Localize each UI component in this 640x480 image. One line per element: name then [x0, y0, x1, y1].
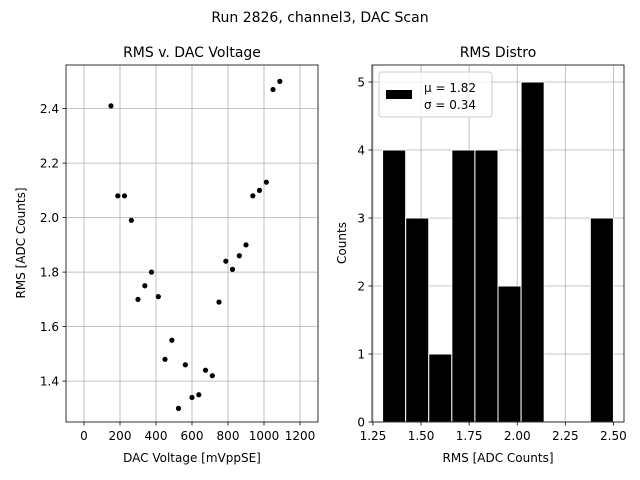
- scatter-point: [277, 78, 283, 84]
- scatter-point: [270, 86, 276, 93]
- histogram-bars: [382, 81, 614, 423]
- scatter-point: [142, 283, 148, 289]
- histogram-legend: μ = 1.82 σ = 0.34: [378, 71, 493, 118]
- ax1-x-tick-label: 400: [145, 429, 168, 443]
- scatter-point: [108, 103, 114, 109]
- histogram-bar: [382, 149, 407, 423]
- ax1-x-tick-label: 0: [80, 429, 88, 443]
- scatter-point: [209, 373, 215, 379]
- scatter-points: [108, 78, 283, 411]
- scatter-point: [236, 253, 242, 259]
- legend-swatch: [386, 90, 412, 99]
- ax2-x-tick-label: 2.00: [504, 429, 531, 443]
- scatter-x-label: DAC Voltage [mVppSE]: [123, 451, 261, 465]
- scatter-point: [175, 405, 182, 411]
- histogram-bar: [497, 285, 522, 423]
- ax1-y-tick-label: 1.8: [40, 265, 59, 279]
- ax2-y-tick-label: 1: [357, 347, 365, 361]
- scatter-point: [128, 217, 134, 223]
- histogram-bar: [405, 217, 430, 423]
- scatter-point: [216, 299, 222, 305]
- ax1-x-tick-label: 600: [181, 429, 204, 443]
- histogram-bar: [451, 149, 476, 423]
- ax1-y-tick-label: 2.4: [40, 102, 59, 116]
- histogram-y-label: Counts: [335, 222, 349, 264]
- scatter-point: [229, 266, 236, 272]
- scatter-point: [250, 193, 256, 199]
- ax1-x-tick-label: 200: [109, 429, 132, 443]
- ax2-x-tick-label: 1.25: [360, 429, 387, 443]
- scatter-point: [256, 187, 263, 193]
- scatter-point: [243, 242, 249, 248]
- histogram-y-ticks: 0 1 2 3 4 5: [357, 75, 372, 429]
- histogram-bar: [520, 81, 545, 423]
- scatter-point: [155, 294, 161, 300]
- histogram-frame: [371, 64, 625, 423]
- legend-frame: [378, 71, 493, 118]
- histogram-title: RMS Distro: [460, 45, 537, 61]
- ax1-y-tick-label: 2.0: [40, 211, 59, 225]
- scatter-y-label: RMS [ADC Counts]: [14, 187, 28, 298]
- scatter-point: [182, 362, 188, 368]
- legend-mu-text: μ = 1.82: [424, 81, 476, 95]
- scatter-grid: [66, 65, 318, 422]
- ax2-x-tick-label: 1.75: [456, 429, 483, 443]
- legend-sigma-text: σ = 0.34: [424, 98, 476, 112]
- ax2-y-tick-label: 3: [357, 211, 365, 225]
- histogram-bar: [428, 353, 453, 423]
- scatter-point: [121, 193, 128, 199]
- ax1-x-tick-label: 800: [217, 429, 240, 443]
- scatter-point: [189, 394, 195, 401]
- scatter-point: [196, 392, 202, 398]
- scatter-point: [135, 296, 141, 302]
- scatter-y-ticks: 1.4 1.6 1.8 2.0 2.2 2.4: [40, 102, 66, 388]
- scatter-axes: RMS v. DAC Voltage 0 200 400 600 800 1000 1200…: [14, 45, 319, 465]
- histogram-bar: [589, 217, 614, 423]
- scatter-point: [202, 367, 209, 373]
- histogram-x-label: RMS [ADC Counts]: [442, 451, 553, 465]
- ax2-y-tick-label: 5: [357, 75, 365, 89]
- ax2-y-tick-label: 4: [357, 143, 365, 157]
- ax1-x-tick-label: 1000: [249, 429, 280, 443]
- scatter-point: [162, 356, 168, 362]
- scatter-point: [148, 269, 155, 275]
- ax2-x-tick-label: 2.50: [600, 429, 627, 443]
- ax1-y-tick-label: 1.6: [40, 320, 59, 334]
- ax2-x-tick-label: 1.50: [408, 429, 435, 443]
- figure-suptitle: Run 2826, channel3, DAC Scan: [211, 10, 428, 26]
- scatter-point: [115, 193, 121, 199]
- scatter-x-ticks: 0 200 400 600 800 1000 1200: [80, 422, 315, 443]
- ax2-y-tick-label: 0: [357, 415, 365, 429]
- ax2-x-tick-label: 2.25: [552, 429, 579, 443]
- histogram-x-ticks: 1.25 1.50 1.75 2.00 2.25 2.50: [360, 422, 627, 443]
- scatter-title: RMS v. DAC Voltage: [123, 45, 261, 61]
- ax1-y-tick-label: 1.4: [40, 374, 59, 388]
- scatter-point: [263, 179, 269, 185]
- ax1-x-tick-label: 1200: [285, 429, 316, 443]
- scatter-point: [169, 337, 175, 343]
- ax1-y-tick-label: 2.2: [40, 156, 59, 170]
- ax2-y-tick-label: 2: [357, 279, 365, 293]
- histogram-bar: [474, 149, 499, 423]
- histogram-axes: RMS Distro 1.25 1.50 1.75 2.00 2.25 2.50 0 1 2 3…: [335, 45, 627, 465]
- scatter-point: [223, 258, 229, 264]
